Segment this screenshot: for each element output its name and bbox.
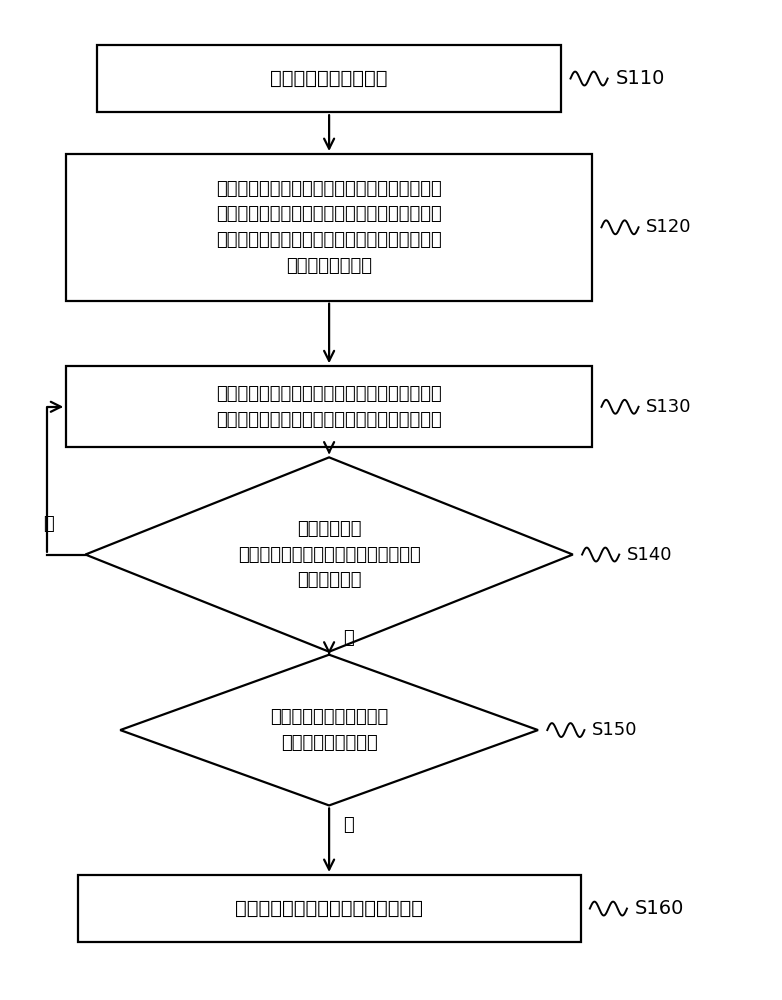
Bar [97,45,561,112]
Text: S140: S140 [627,546,673,564]
Text: S160: S160 [635,899,684,918]
Bar [66,154,592,301]
Text: S120: S120 [646,218,692,236]
Text: 是: 是 [343,629,353,647]
Text: 获取变压器的初始参数: 获取变压器的初始参数 [271,69,388,88]
Text: 根据所述变压器的初始参数，分别对所述变压器
的星侧和角侧进行星转角相位调整和角转星相位
调整，获得对应的星转角相位调整电流值和角转
星相位调整电流值: 根据所述变压器的初始参数，分别对所述变压器 的星侧和角侧进行星转角相位调整和角转… [217,180,442,275]
Text: 判断所述第一
故障电流和第二故障电流是否满足比率
差动动作条件: 判断所述第一 故障电流和第二故障电流是否满足比率 差动动作条件 [238,520,421,589]
Text: 变压器的继电器跳开星侧和角侧开关: 变压器的继电器跳开星侧和角侧开关 [235,899,423,918]
Text: 否: 否 [43,515,54,533]
Text: S150: S150 [592,721,637,739]
Text: 判断是否无比率差动标志
和差动保护是否启动: 判断是否无比率差动标志 和差动保护是否启动 [270,708,388,752]
Polygon shape [85,457,572,652]
Bar [77,875,580,942]
Text: S130: S130 [646,398,692,416]
Text: 是: 是 [343,816,353,834]
Text: S110: S110 [615,69,665,88]
Text: 分别根据所述星转角相位调整电流值和角转星相
位调整电流值计算第一故障电流和第二故障电流: 分别根据所述星转角相位调整电流值和角转星相 位调整电流值计算第一故障电流和第二故… [217,385,442,429]
Polygon shape [120,655,538,805]
Bar [66,366,592,447]
